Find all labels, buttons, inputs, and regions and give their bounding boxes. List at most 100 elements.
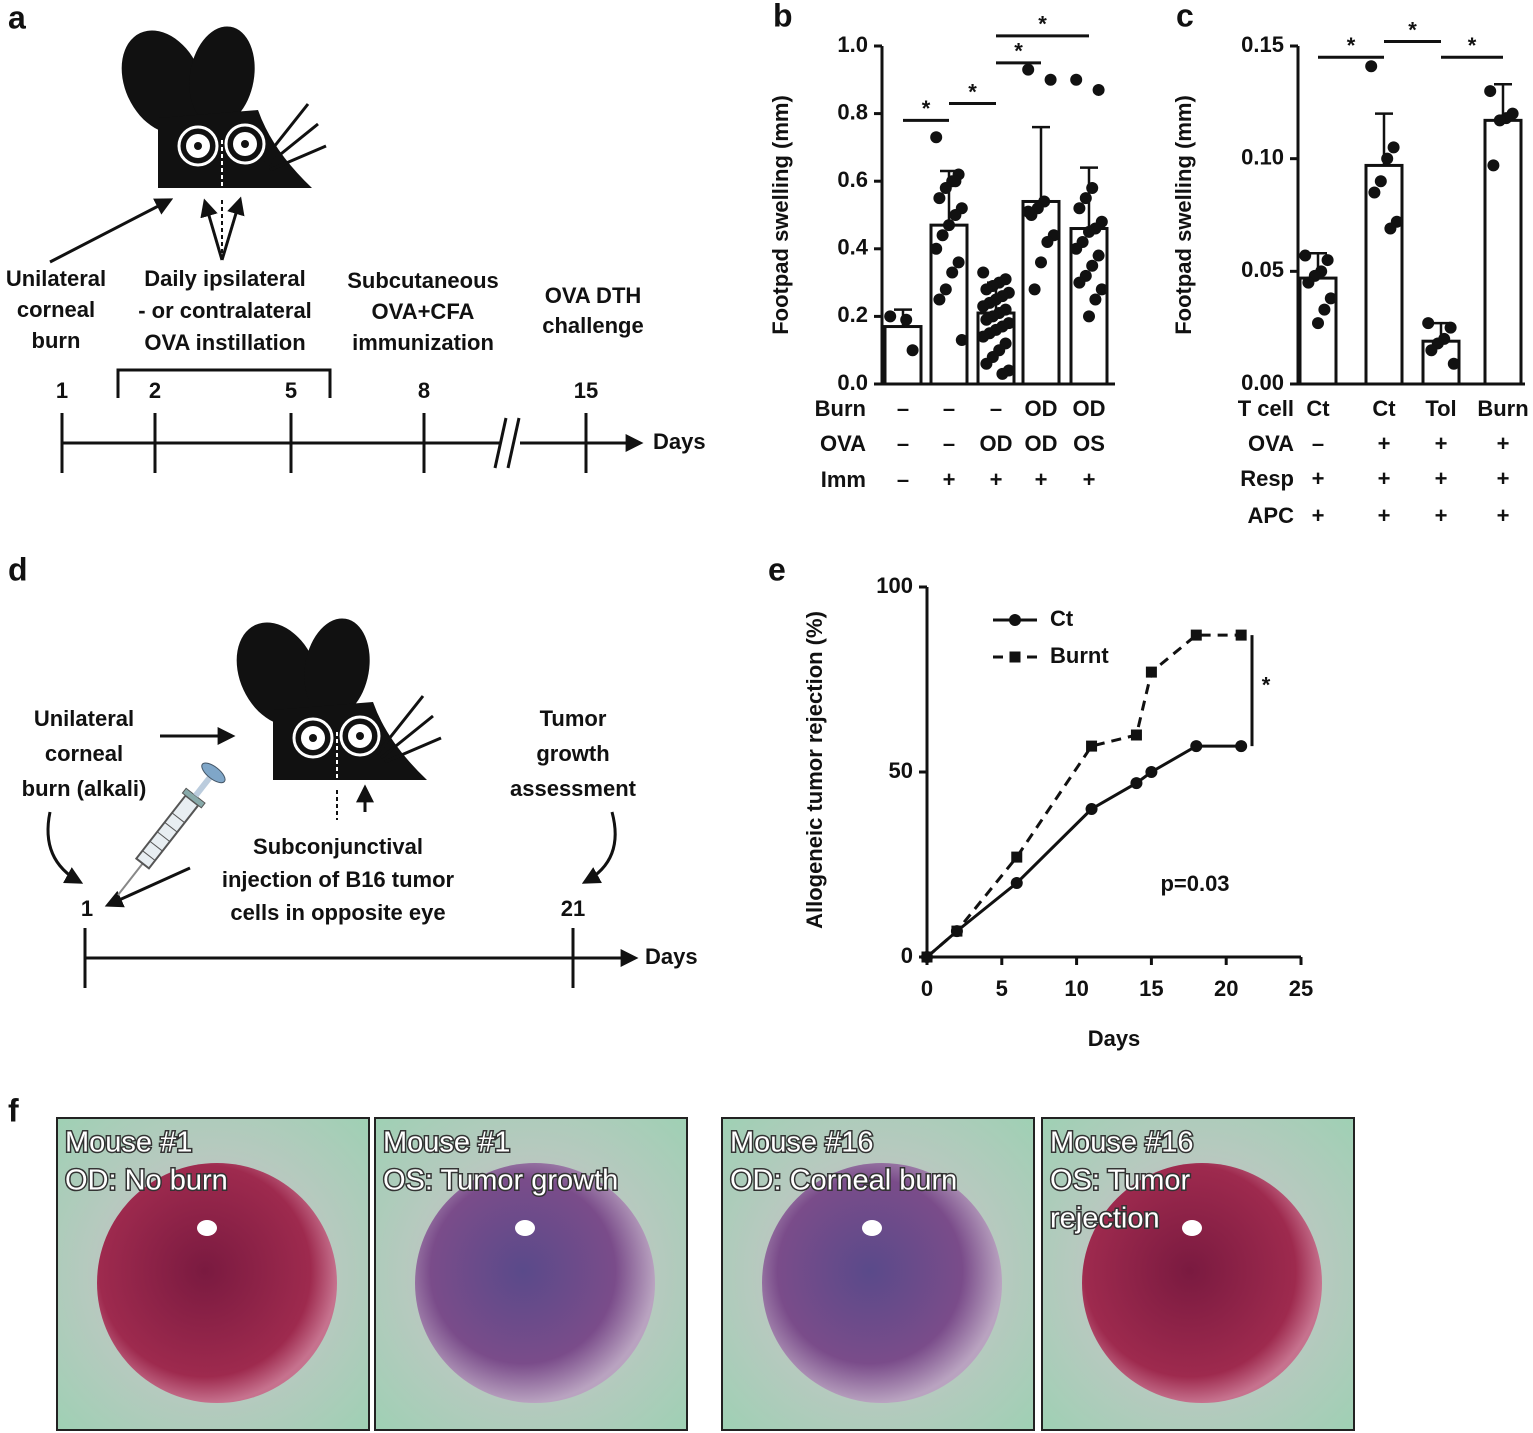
data-point <box>1190 740 1203 753</box>
data-point <box>1299 249 1312 262</box>
timeline-day: 21 <box>561 896 585 921</box>
reflection <box>197 1220 217 1236</box>
condition-value: + <box>1497 466 1510 491</box>
data-point <box>1387 141 1400 154</box>
condition-value: + <box>1312 466 1325 491</box>
data-point <box>946 266 959 279</box>
condition-value: OD <box>1025 431 1058 456</box>
diagram-label: Tumor <box>540 706 607 731</box>
significance-label: * <box>1408 17 1417 42</box>
data-point <box>1011 851 1023 863</box>
data-point <box>1312 317 1324 330</box>
condition-value: – <box>943 396 955 421</box>
y-axis-label: Allogeneic tumor rejection (%) <box>802 611 827 929</box>
condition-value: – <box>897 467 909 492</box>
data-point <box>1381 152 1394 165</box>
photo-caption: OD: Corneal burn <box>730 1165 957 1197</box>
y-tick-label: 0.4 <box>837 235 868 260</box>
data-point <box>951 925 963 937</box>
data-point <box>980 283 993 296</box>
photo-caption: Mouse #16 <box>730 1127 874 1159</box>
data-point <box>1086 181 1099 194</box>
y-axis-label: Footpad swelling (mm) <box>768 95 793 335</box>
data-point <box>1083 225 1095 238</box>
photo-caption: OS: Tumor growth <box>383 1165 618 1197</box>
panel-label: f <box>8 1092 19 1128</box>
condition-label: T cell <box>1238 396 1294 421</box>
data-point <box>1083 310 1095 323</box>
data-point <box>900 313 913 326</box>
condition-value: + <box>1035 467 1048 492</box>
panel-label: c <box>1176 0 1194 33</box>
data-point <box>933 293 946 306</box>
condition-label: OVA <box>1248 431 1294 456</box>
reflection <box>862 1220 882 1236</box>
condition-label: Burn <box>815 396 866 421</box>
data-point <box>1070 73 1083 86</box>
condition-value: + <box>990 467 1003 492</box>
data-point <box>1235 740 1248 753</box>
diagram-label: Subcutaneous <box>347 268 499 293</box>
condition-label: APC <box>1248 503 1295 528</box>
data-point <box>1010 877 1023 889</box>
condition-value: + <box>1083 467 1096 492</box>
condition-value: – <box>897 431 909 456</box>
data-point <box>955 334 968 347</box>
y-tick-label: 0.2 <box>837 302 868 327</box>
condition-label: Imm <box>821 467 866 492</box>
data-point <box>1092 249 1105 262</box>
diagram-label: challenge <box>542 313 643 338</box>
data-point <box>1044 73 1057 86</box>
condition-label: Resp <box>1240 466 1294 491</box>
bar <box>1364 163 1404 386</box>
eye <box>97 1163 337 1403</box>
x-tick-label: 0 <box>921 976 933 1001</box>
timeline-axis-label: Days <box>653 429 706 454</box>
data-point <box>952 256 965 269</box>
eye-photo: Mouse #16 OS: Tumor rejection <box>1041 1117 1355 1431</box>
data-point <box>1422 317 1435 330</box>
data-point <box>949 209 962 221</box>
data-point <box>1070 242 1083 255</box>
eye <box>762 1163 1002 1403</box>
condition-value: + <box>1312 503 1325 528</box>
data-point <box>1089 293 1102 306</box>
diagram-label: immunization <box>352 330 494 355</box>
y-tick-label: 100 <box>876 573 913 598</box>
data-point <box>949 175 962 188</box>
bar <box>1021 199 1061 386</box>
condition-value: OS <box>1073 431 1105 456</box>
diagram-label: Daily ipsilateral <box>144 266 305 291</box>
photo-caption: rejection <box>1050 1203 1160 1235</box>
bar <box>1483 118 1523 386</box>
condition-value: Ct <box>1306 396 1330 421</box>
eye <box>1082 1163 1322 1403</box>
y-tick-label: 0.10 <box>1241 144 1284 169</box>
data-point <box>1324 292 1337 305</box>
y-tick-label: 50 <box>889 758 913 783</box>
condition-value: + <box>1435 431 1448 456</box>
data-point <box>1086 259 1099 272</box>
photo-caption: Mouse #1 <box>383 1127 510 1159</box>
data-point <box>996 367 1009 380</box>
data-point <box>1447 357 1460 370</box>
annotation: p=0.03 <box>1160 871 1229 896</box>
data-point <box>933 192 946 205</box>
timeline-day: 15 <box>574 378 598 403</box>
data-point <box>1028 283 1041 296</box>
eye-photo: Mouse #1 OS: Tumor growth <box>374 1117 688 1431</box>
y-axis-label: Footpad swelling (mm) <box>1171 95 1196 335</box>
data-point <box>1444 321 1457 334</box>
y-tick-label: 1.0 <box>837 32 868 57</box>
diagram-label: - or contralateral <box>138 298 312 323</box>
x-tick-label: 20 <box>1214 976 1238 1001</box>
x-axis-label: Days <box>1088 1026 1141 1051</box>
timeline-day: 2 <box>149 378 161 403</box>
significance-label: * <box>968 79 977 104</box>
condition-value: + <box>1435 503 1448 528</box>
data-point <box>1365 60 1378 73</box>
diagram-label: corneal <box>45 741 123 766</box>
data-point <box>921 951 933 963</box>
photo-frame <box>1041 1117 1355 1431</box>
